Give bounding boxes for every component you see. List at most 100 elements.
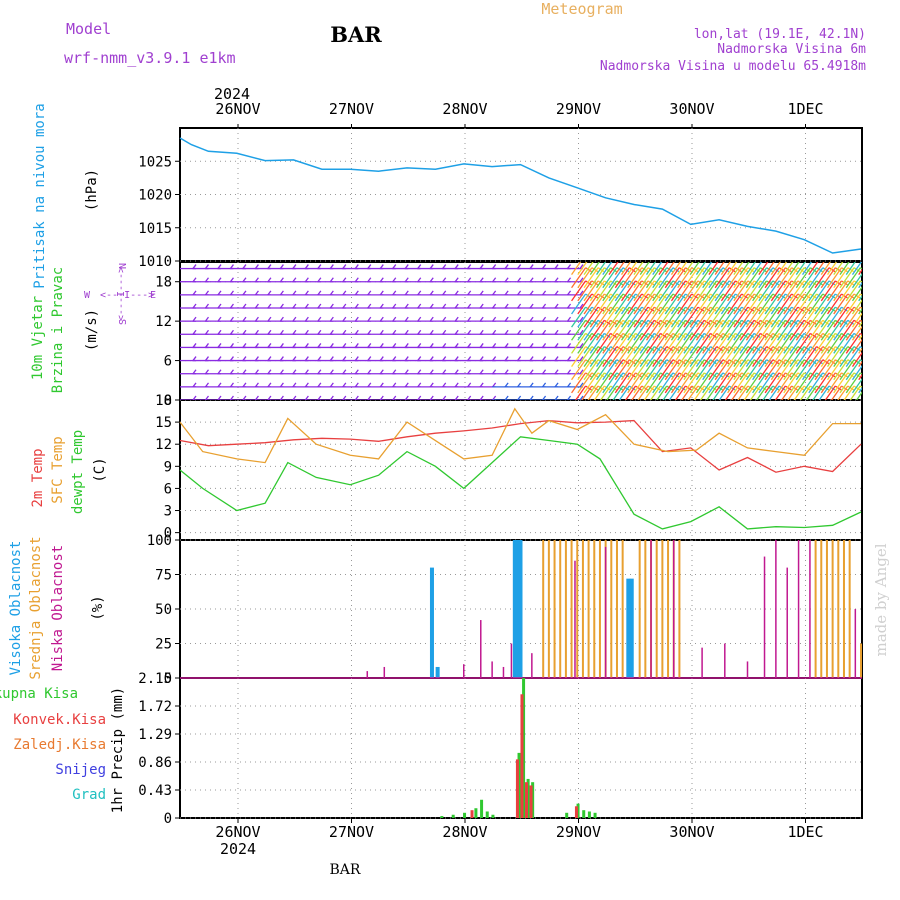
wind-barb [727,280,743,302]
wind-barb-flag [229,356,234,361]
wind-barb-flag [542,264,547,269]
wind-barb [683,359,699,381]
wind-barb [739,319,755,341]
wind-barb-flag [697,319,705,325]
wind-barb-flag [628,306,636,312]
cloud-mid-bar [655,540,658,678]
wind-barb [789,319,805,341]
wind-barb-flag [579,343,584,348]
wind-barb-flag [517,290,522,296]
wind-barb-flag [479,382,484,388]
top-year-label: 2024 [214,85,250,103]
wind-barb-flag [204,316,210,322]
cloud-mid-bar [820,540,823,678]
wind-barb-flag [822,306,830,312]
wind-barb [826,280,843,302]
wind-barb-flag [579,369,584,375]
wind-barb-flag [703,372,711,378]
wind-barb [720,319,736,341]
wind-barb-flag [417,277,422,283]
wind-barb-flag [242,395,247,400]
wind-barb-flag [192,264,197,269]
wind-barb-flag [442,395,447,400]
wind-barb-flag [542,356,547,361]
wind-barb-flag [616,293,624,299]
wind-barb [789,280,805,302]
wind-barb [683,280,699,302]
wind-barb-flag [678,306,686,312]
wind-barb-flag [660,372,667,378]
wind-barb-flag [267,343,272,348]
cloud-low-bar [797,540,800,678]
y-tick-label: 1015 [138,221,172,237]
wind-barb-flag [853,385,861,391]
wind-barb-flag [641,346,649,352]
wind-barb-flag [603,385,611,391]
wind-barb-flag [367,395,372,400]
wind-barb [770,280,786,302]
chart-title: BAR [330,22,382,47]
wind-barb [612,385,624,400]
wind-barb [614,372,630,394]
wind-barb [577,346,593,367]
wind-barb-flag [760,332,767,338]
top-date-axis: 26NOV 27NOV 28NOV 29NOV 30NOV 1DEC [215,100,824,128]
wind-barb-flag [467,395,472,400]
wind-barb-flag [467,303,472,309]
wind-barb-flag [529,356,534,361]
panels: 1010101510201025061218036912151802550751… [138,127,863,827]
wind-barb-flag [741,306,748,312]
wind-barb-flag [479,264,484,269]
wind-barb-flag [610,359,617,365]
wind-barb-flag [367,369,372,375]
wind-barb-flag [279,356,284,361]
wind-barb-flag [467,369,472,375]
wind-barb-flag [635,359,642,365]
wind-barb-flag [492,395,497,400]
wind-barb [614,262,625,275]
wind-barb-flag [467,329,472,335]
wind-barb [620,372,637,394]
wind-barb-flag [797,267,805,273]
wind-barb [714,306,730,328]
wind-barb-flag [772,280,780,286]
wind-barb [658,346,674,367]
wind-barb-flag [579,395,584,400]
chart-subtitle: Meteogram [541,0,622,18]
wind-barb-flag [854,255,860,259]
wind-barb-flag [778,267,786,273]
cloud-high-bar [435,666,440,678]
wind-barb [571,293,587,315]
wind-barb [695,359,711,381]
cloud-low-bar [510,643,513,678]
wind-barb [706,385,718,400]
wind-barb-flag [716,385,724,391]
cloud-low-bar [463,664,465,678]
wind-barb-flag [354,343,359,348]
cloud-mid-bar [825,540,828,678]
wind-barb-flag [623,255,629,259]
wind-barb-flag [392,369,397,375]
wind-barb-flag [847,332,855,338]
wind-barb-flag [279,316,284,322]
wind-barb [583,372,599,394]
cloud-ylabel-mid: Srednja Oblacnost [28,536,44,679]
wind-barb-flag [766,385,773,391]
wind-barb-flag [367,329,372,335]
wind-barb-flag [379,356,384,361]
wind-barb [826,333,843,354]
wind-barb-flag [254,395,259,400]
wind-barb [639,333,655,354]
wind-barb-flag [254,369,259,375]
wind-barb [639,267,655,289]
wind-barb-flag [279,303,284,309]
wind-barb [720,372,736,394]
wind-barb-flag [716,372,724,378]
wind-barb [808,306,824,328]
wind-barb-flag [753,346,761,352]
wind-barb [571,306,587,328]
wind-barb-flag [579,316,584,322]
wind-barb [689,319,705,341]
wind-barb-flag [279,369,284,375]
wind-barb-flag [716,319,724,325]
